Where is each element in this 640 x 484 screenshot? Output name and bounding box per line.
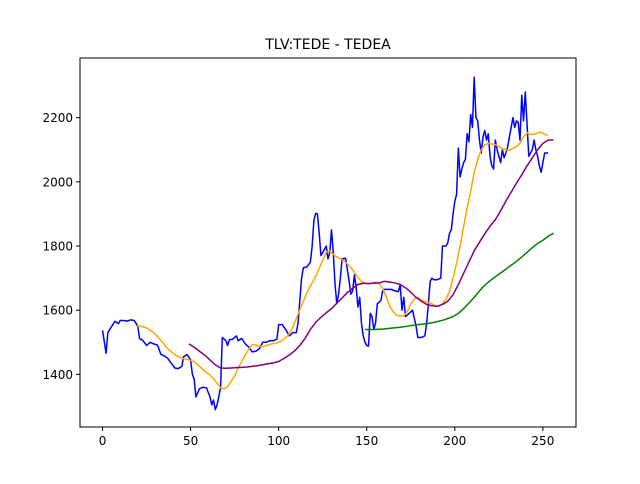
series-line-3 [188,139,554,370]
x-tick-label: 0 [99,434,107,448]
y-tick-label: 2000 [42,175,73,189]
y-tick-label: 2200 [42,111,73,125]
series-layer [101,76,554,411]
series-line-4 [364,232,554,331]
plot-area-frame [79,57,577,428]
y-tick-label: 1800 [42,240,73,254]
x-tick-label: 150 [355,434,378,448]
x-tick-label: 50 [183,434,198,448]
x-tick-label: 250 [531,434,554,448]
series-line-1 [101,76,549,411]
x-tick-label: 200 [443,434,466,448]
y-tick-label: 1600 [42,304,73,318]
x-tick-label: 100 [267,434,290,448]
y-tick-label: 1400 [42,368,73,382]
y-axis: 1400 1600 1800 2000 2200 [42,111,80,382]
series-line-2 [136,131,549,390]
chart-title: TLV:TEDE - TEDEA [264,37,391,53]
x-axis: 0 50 100 150 200 250 [99,427,554,448]
